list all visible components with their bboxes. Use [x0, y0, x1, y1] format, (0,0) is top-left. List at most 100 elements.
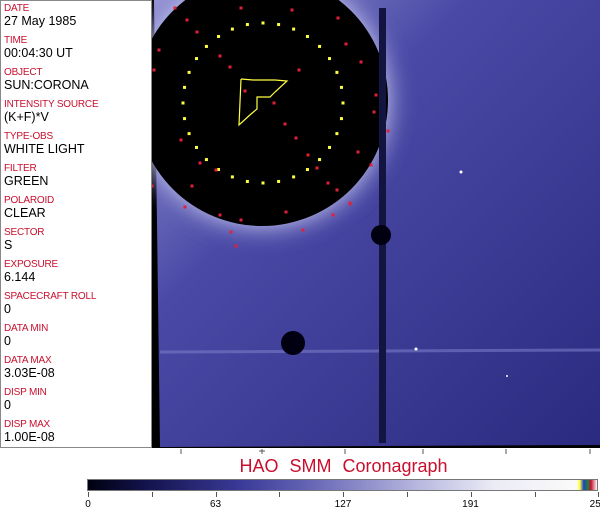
colorbar-tick — [407, 492, 408, 497]
colorbar-tick — [534, 492, 536, 497]
field-label: OBJECT — [4, 67, 43, 78]
red-marker — [297, 68, 301, 72]
red-marker — [374, 93, 378, 97]
colorbar-label: 127 — [334, 499, 352, 510]
field-value: 00:04:30 UT — [4, 46, 73, 60]
red-marker — [301, 228, 305, 232]
header-field: FILTER GREEN — [4, 163, 48, 188]
header-field: DATE 27 May 1985 — [4, 3, 76, 28]
header-field: DATA MIN 0 — [4, 323, 48, 348]
color-bar — [87, 479, 598, 491]
header-field: EXPOSURE 6.144 — [4, 259, 58, 284]
grid-dot — [187, 70, 191, 74]
red-marker — [335, 188, 339, 192]
field-value: 3.03E-08 — [4, 366, 55, 380]
red-marker — [243, 89, 247, 93]
red-marker — [294, 136, 298, 140]
red-marker — [348, 201, 352, 205]
colorbar-tick — [598, 492, 600, 497]
field-value: S — [4, 238, 13, 252]
grid-dot — [335, 70, 339, 74]
field-label: TYPE-OBS — [4, 131, 53, 142]
red-marker — [185, 18, 189, 22]
red-marker — [306, 153, 310, 157]
grid-dot — [305, 168, 309, 172]
grid-dot — [245, 23, 249, 27]
red-marker — [152, 68, 156, 72]
grid-dot — [341, 101, 345, 105]
field-value: 0 — [4, 302, 11, 316]
grid-dot — [277, 23, 281, 27]
red-marker — [228, 65, 232, 69]
red-marker — [359, 60, 363, 64]
field-value: SUN:CORONA — [4, 78, 89, 92]
colorbar-tick — [470, 492, 472, 497]
red-marker — [369, 163, 373, 167]
header-field: TYPE-OBS WHITE LIGHT — [4, 131, 85, 156]
red-marker — [150, 184, 154, 188]
field-value: 27 May 1985 — [4, 14, 77, 28]
red-marker — [315, 166, 319, 170]
field-value: (K+F)*V — [4, 110, 49, 124]
header-field: TIME 00:04:30 UT — [4, 35, 73, 60]
field-value: 0 — [4, 334, 11, 348]
grid-dot — [277, 179, 281, 183]
red-marker — [173, 6, 177, 10]
colorbar-label: 0 — [85, 499, 91, 510]
image-title: HAO SMM Coronagraph — [239, 456, 448, 476]
colorbar-label: 255 — [589, 499, 600, 510]
grid-dot — [261, 181, 265, 185]
grid-dot — [318, 44, 322, 48]
header-field: INTENSITY SOURCE (K+F)*V — [4, 99, 99, 124]
header-info-panel: DATE 27 May 1985 TIME 00:04:30 UT OBJECT SUN:… — [0, 0, 152, 448]
grid-dot — [194, 145, 198, 149]
red-marker — [234, 244, 238, 248]
colorbar-tick — [151, 492, 153, 497]
red-marker — [336, 16, 340, 20]
grid-dot — [292, 175, 296, 179]
red-marker — [272, 101, 276, 105]
sector-outline — [238, 78, 289, 127]
grid-dot — [328, 57, 332, 61]
grid-dot — [183, 85, 187, 89]
grid-dot — [183, 117, 187, 121]
header-field: DISP MAX 1.00E-08 — [4, 419, 55, 444]
field-label: INTENSITY SOURCE — [4, 99, 99, 110]
grid-dot — [245, 179, 249, 183]
red-marker — [344, 42, 348, 46]
colorbar-tick — [88, 492, 89, 497]
red-marker — [372, 110, 376, 114]
colorbar-tick — [343, 492, 345, 497]
grid-dot — [318, 158, 322, 162]
coronagraph-image — [112, 0, 600, 454]
field-label: EXPOSURE — [4, 259, 58, 270]
red-marker — [214, 168, 218, 172]
header-field: SPACECRAFT ROLL 0 — [4, 291, 96, 316]
grid-dot — [194, 57, 198, 61]
grid-dot — [335, 132, 339, 136]
field-label: DATA MIN — [4, 323, 49, 334]
dark-spot — [281, 331, 305, 355]
red-marker — [157, 48, 161, 52]
header-field: OBJECT SUN:CORONA — [4, 67, 89, 92]
field-label: TIME — [4, 35, 28, 46]
grid-dot — [261, 21, 265, 25]
occulting-disk — [136, 0, 388, 226]
pylon-blob — [371, 225, 391, 245]
field-label: DATE — [4, 3, 30, 14]
red-marker — [195, 30, 199, 34]
red-marker — [331, 213, 335, 217]
grid-dot — [181, 101, 185, 105]
field-value: 6.144 — [4, 270, 36, 284]
grid-dot — [339, 117, 343, 121]
red-marker — [386, 129, 390, 133]
header-field: DISP MIN 0 — [4, 387, 47, 412]
red-marker — [356, 150, 360, 154]
field-value: 1.00E-08 — [4, 430, 55, 444]
field-label: DATA MAX — [4, 355, 52, 366]
star — [506, 375, 508, 377]
grid-dot — [204, 44, 208, 48]
grid-dot — [305, 34, 309, 38]
red-marker — [290, 8, 294, 12]
red-marker — [283, 122, 287, 126]
